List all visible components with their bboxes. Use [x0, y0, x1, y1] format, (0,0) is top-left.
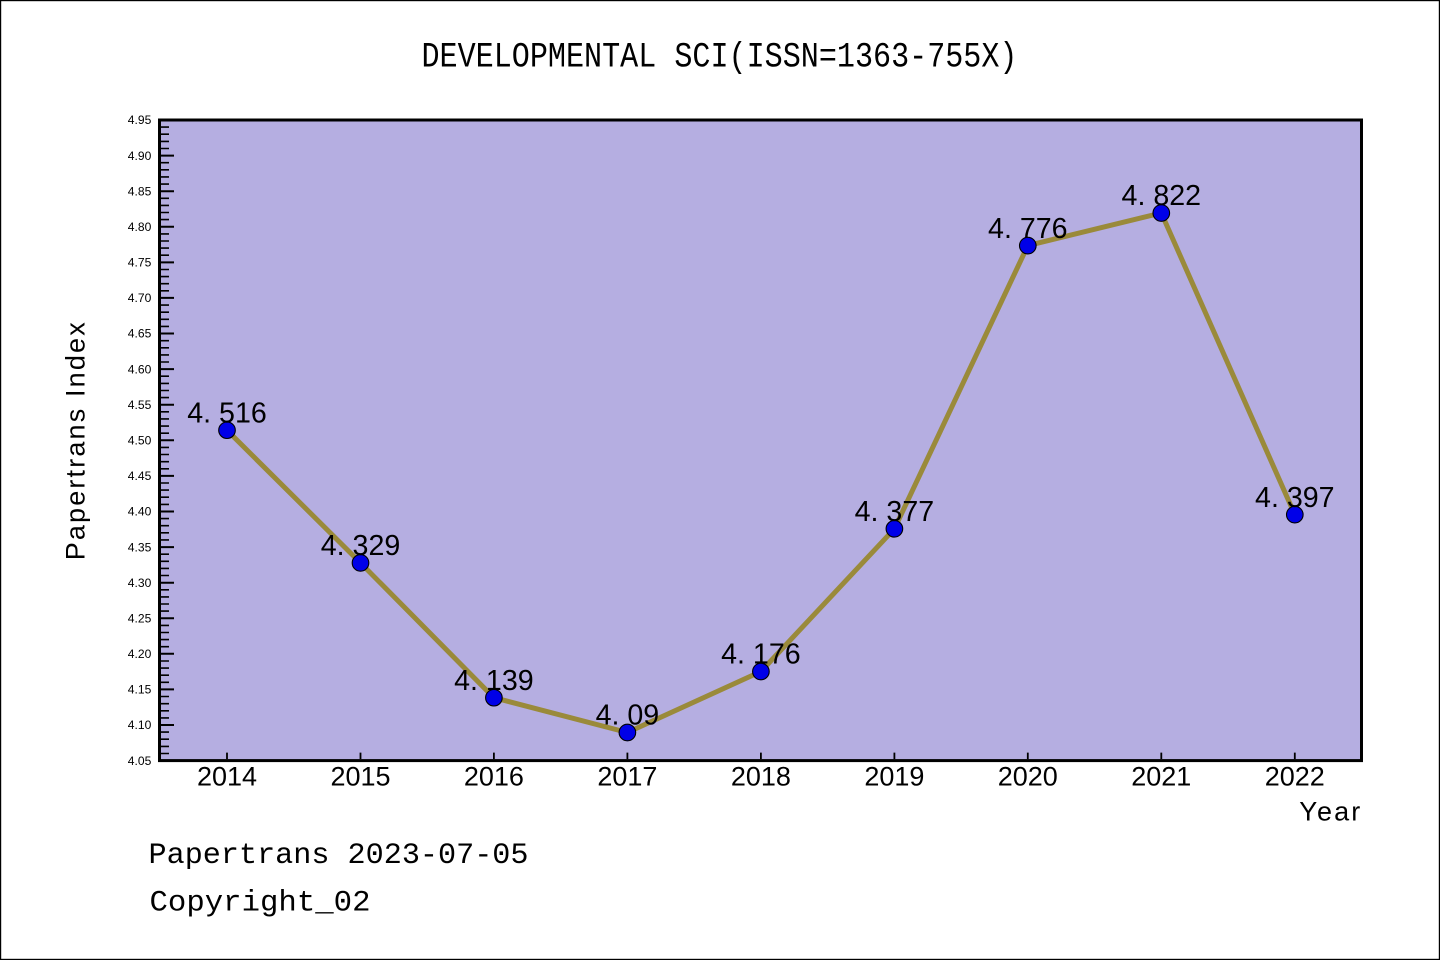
svg-text:Year: Year [1299, 796, 1360, 826]
svg-text:4.10: 4.10 [128, 719, 152, 732]
svg-text:4.25: 4.25 [128, 612, 152, 625]
svg-text:4. 776: 4. 776 [988, 213, 1068, 245]
svg-text:2021: 2021 [1131, 762, 1191, 792]
svg-text:4.30: 4.30 [128, 577, 152, 590]
svg-text:4. 139: 4. 139 [454, 665, 534, 697]
svg-text:4.75: 4.75 [128, 257, 152, 270]
svg-text:4.60: 4.60 [128, 363, 152, 376]
svg-text:4. 176: 4. 176 [721, 639, 801, 671]
svg-text:2014: 2014 [197, 762, 257, 792]
svg-text:4.50: 4.50 [128, 435, 152, 448]
svg-text:4.35: 4.35 [128, 541, 152, 554]
svg-text:DEVELOPMENTAL SCI(ISSN=1363-75: DEVELOPMENTAL SCI(ISSN=1363-755X) [422, 38, 1018, 78]
svg-text:4.20: 4.20 [128, 648, 152, 661]
svg-text:4.45: 4.45 [128, 470, 152, 483]
svg-text:4.55: 4.55 [128, 399, 152, 412]
svg-text:4.70: 4.70 [128, 292, 152, 305]
svg-text:Papertrans Index: Papertrans Index [61, 322, 91, 561]
svg-text:Copyright_02: Copyright_02 [150, 886, 371, 920]
svg-text:2019: 2019 [864, 762, 924, 792]
svg-text:4. 377: 4. 377 [855, 496, 935, 528]
svg-text:4. 516: 4. 516 [187, 397, 267, 429]
svg-text:4.90: 4.90 [128, 150, 152, 163]
svg-text:4. 397: 4. 397 [1255, 482, 1335, 514]
svg-text:2022: 2022 [1265, 762, 1325, 792]
svg-text:2018: 2018 [731, 762, 791, 792]
svg-text:4. 329: 4. 329 [321, 530, 401, 562]
svg-text:4.85: 4.85 [128, 185, 152, 198]
svg-text:4.15: 4.15 [128, 684, 152, 697]
svg-text:4. 09: 4. 09 [596, 700, 660, 732]
svg-text:4. 822: 4. 822 [1122, 180, 1202, 212]
svg-text:4.95: 4.95 [128, 114, 152, 127]
svg-text:4.05: 4.05 [128, 755, 152, 768]
svg-text:Papertrans 2023-07-05: Papertrans 2023-07-05 [149, 838, 529, 872]
svg-text:4.40: 4.40 [128, 506, 152, 519]
svg-text:2015: 2015 [330, 762, 390, 792]
svg-text:2016: 2016 [464, 762, 524, 792]
svg-text:2020: 2020 [998, 762, 1058, 792]
svg-text:2017: 2017 [597, 762, 657, 792]
svg-text:4.80: 4.80 [128, 221, 152, 234]
svg-text:4.65: 4.65 [128, 328, 152, 341]
